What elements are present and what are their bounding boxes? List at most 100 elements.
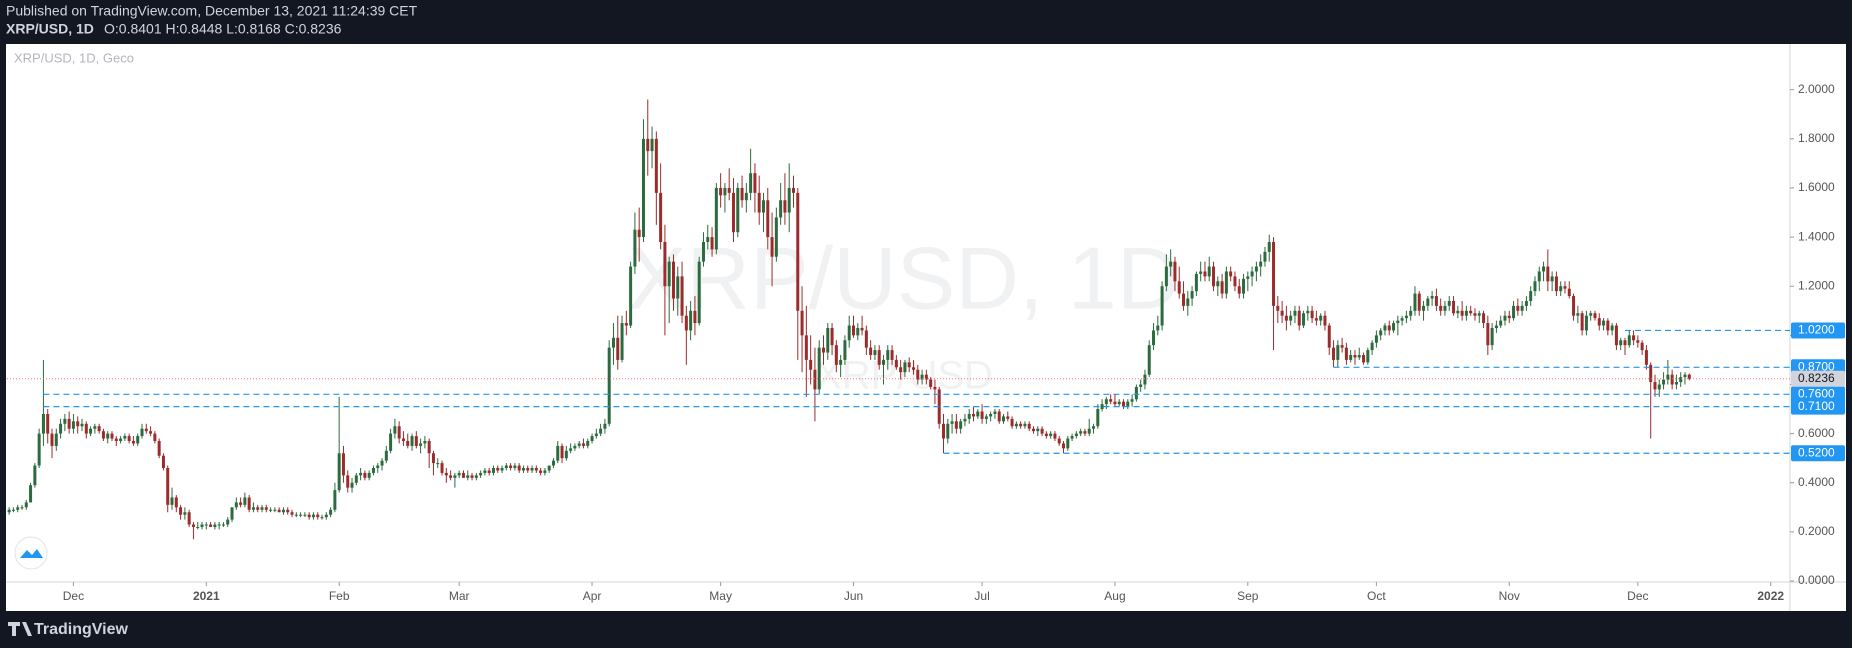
candle-body [1092,426,1096,429]
candle-body [680,276,684,316]
candle-body [667,261,671,287]
last-price-label: 0.8236 [1798,371,1835,385]
candle-body [539,470,543,473]
candle-body [1169,261,1173,267]
candle-body [1516,305,1520,311]
level-price-box [1791,386,1845,403]
candle-body [1152,330,1156,346]
candle-body [1087,428,1091,434]
candle-body [886,350,890,360]
candle-body [1426,298,1430,306]
candle-body [393,426,397,434]
candle-body [46,413,50,434]
candle-body [513,465,517,469]
candle-body [1014,423,1018,427]
candle-body [427,440,431,454]
candle-body [1310,310,1314,319]
candle-body [466,475,470,478]
candle-body [864,330,868,348]
candle-body [1083,431,1087,434]
candle-body [97,426,101,432]
candle-body [929,379,933,387]
candle-body [779,200,783,218]
candle-body [551,460,555,466]
candle-body [1464,310,1468,316]
candle-body [1293,310,1297,316]
candle-body [1332,347,1336,360]
candle-body [924,374,928,380]
candle-body [1117,401,1121,405]
candle-body [470,475,474,478]
candle-body [149,431,153,434]
candle-body [1439,305,1443,311]
candle-body [534,468,538,471]
symbol: XRP/USD, 1D [6,21,94,37]
candle-body [1237,286,1241,294]
x-tick-label: 2021 [193,589,220,603]
candle-body [316,514,320,518]
candle-body [461,472,465,478]
brand: TradingView [8,621,129,638]
candle-body [1147,345,1151,375]
x-tick-label: Dec [63,589,84,603]
candle-body [307,514,311,518]
candle-body [1662,379,1666,385]
candle-body [303,514,307,516]
candle-body [1134,386,1138,400]
candle-body [1482,313,1486,324]
candle-body [54,433,58,446]
candle-body [1070,436,1074,439]
candle-body [247,497,251,510]
candle-body [1259,261,1263,267]
candle-body [1224,271,1228,294]
candle-body [676,276,680,299]
candle-body [1126,401,1130,407]
candle-body [161,455,165,469]
candle-body [479,472,483,476]
level-price-box [1791,445,1845,462]
candle-body [1400,318,1404,321]
candle-body [1263,251,1267,262]
candle-body [813,369,817,390]
candle-body [1242,278,1246,294]
candle-body [1044,433,1048,437]
candle-body [29,485,33,503]
candle-body [1074,433,1078,437]
candle-body [251,507,255,510]
candle-body [804,335,808,360]
candle-body [1674,382,1678,385]
candle-body [1006,416,1010,419]
candle-body [933,386,937,390]
candle-body [269,509,273,511]
candle-body [727,187,731,193]
candle-body [774,217,778,257]
candle-body [1177,281,1181,294]
candle-body [963,418,967,422]
candle-body [783,200,787,213]
candle-body [1143,374,1147,385]
candle-body [16,507,20,510]
candle-body [504,465,508,469]
candle-body [624,323,628,326]
candle-body [1417,293,1421,311]
candle-body [586,440,590,446]
candle-body [766,200,770,238]
candle-body [110,433,114,439]
candle-body [1010,418,1014,427]
y-tick-label: 1.6000 [1798,180,1835,194]
candle-body [1572,296,1576,316]
level-price-label: 1.0200 [1798,323,1835,337]
candle-body [1280,310,1284,316]
x-tick-label: Jul [974,589,989,603]
candle-body [646,138,650,152]
candle-body [1653,382,1657,390]
candle-body [731,192,735,233]
candle-body [753,173,757,193]
x-tick-label: Oct [1367,589,1386,603]
candle-body [496,468,500,471]
candle-body [796,192,800,311]
candle-body [1164,266,1168,287]
x-tick-label: May [709,589,732,603]
level-price-label: 0.5200 [1798,445,1835,459]
candle-body [264,507,268,510]
